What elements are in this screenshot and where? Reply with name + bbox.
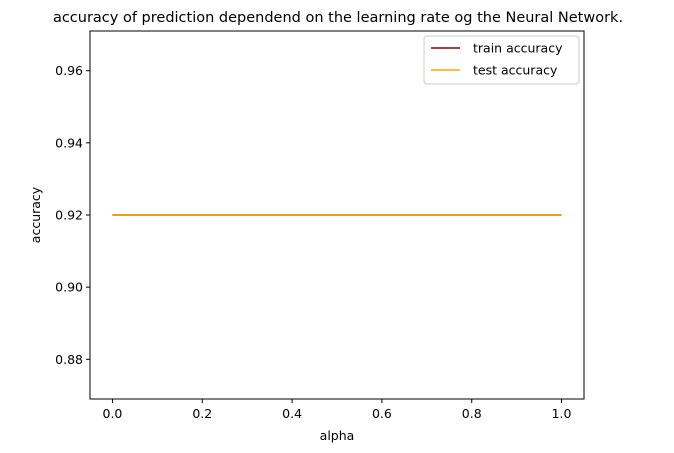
x-tick-label: 1.0 [552, 406, 572, 421]
y-tick-label: 0.92 [55, 208, 83, 223]
legend-label-1: test accuracy [473, 63, 558, 78]
x-tick-label: 0.8 [462, 406, 482, 421]
legend: train accuracy test accuracy [423, 35, 580, 85]
x-tick-label: 0.0 [103, 406, 123, 421]
legend-frame [423, 35, 580, 85]
y-tick-label: 0.94 [55, 135, 83, 150]
x-axis-ticks: 0.0 0.2 0.4 0.6 0.8 1.0 [103, 399, 572, 421]
y-axis-ticks: 0.88 0.90 0.92 0.94 0.96 [55, 63, 90, 367]
x-tick-label: 0.6 [372, 406, 392, 421]
y-tick-label: 0.90 [55, 280, 83, 295]
y-tick-label: 0.88 [55, 352, 83, 367]
y-tick-label: 0.96 [55, 63, 83, 78]
chart-title: accuracy of prediction dependend on the … [53, 10, 623, 26]
x-tick-label: 0.2 [192, 406, 212, 421]
legend-items: train accuracy test accuracy [431, 41, 563, 78]
legend-label-0: train accuracy [473, 41, 563, 56]
y-axis-label: accuracy [28, 186, 43, 243]
x-tick-label: 0.4 [282, 406, 302, 421]
x-axis-label: alpha [320, 428, 355, 443]
